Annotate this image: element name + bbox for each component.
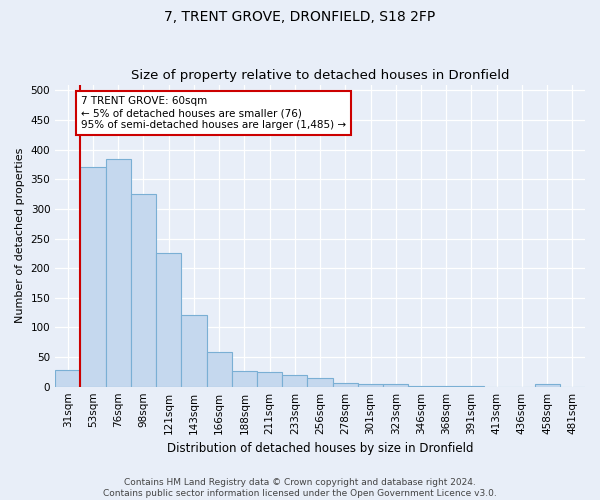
Bar [156, 253, 181, 386]
Bar [232, 370, 257, 386]
Title: Size of property relative to detached houses in Dronfield: Size of property relative to detached ho… [131, 69, 509, 82]
Bar [535, 384, 560, 386]
Bar [332, 382, 358, 386]
Bar [358, 384, 383, 386]
Y-axis label: Number of detached properties: Number of detached properties [15, 148, 25, 324]
X-axis label: Distribution of detached houses by size in Dronfield: Distribution of detached houses by size … [167, 442, 473, 455]
Bar [257, 372, 282, 386]
Bar [106, 158, 131, 386]
Bar [181, 315, 206, 386]
Text: 7 TRENT GROVE: 60sqm
← 5% of detached houses are smaller (76)
95% of semi-detach: 7 TRENT GROVE: 60sqm ← 5% of detached ho… [81, 96, 346, 130]
Bar [383, 384, 409, 386]
Bar [131, 194, 156, 386]
Bar [307, 378, 332, 386]
Text: 7, TRENT GROVE, DRONFIELD, S18 2FP: 7, TRENT GROVE, DRONFIELD, S18 2FP [164, 10, 436, 24]
Bar [80, 168, 106, 386]
Bar [55, 370, 80, 386]
Text: Contains HM Land Registry data © Crown copyright and database right 2024.
Contai: Contains HM Land Registry data © Crown c… [103, 478, 497, 498]
Bar [282, 375, 307, 386]
Bar [206, 352, 232, 386]
